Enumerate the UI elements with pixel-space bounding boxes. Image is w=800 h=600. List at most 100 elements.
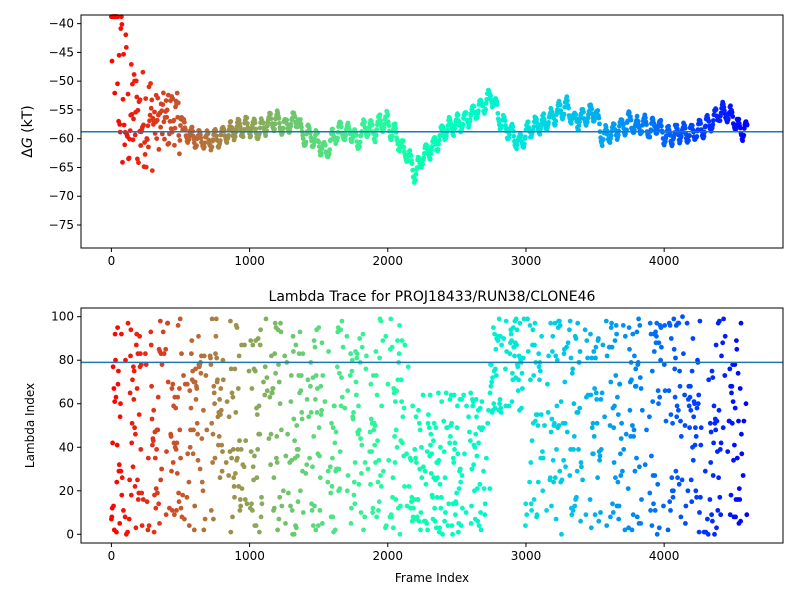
dg-point — [172, 125, 178, 131]
lambda-point — [621, 447, 627, 452]
lambda-point — [348, 351, 353, 357]
lambda-point — [131, 397, 137, 402]
lambda-point — [658, 357, 663, 363]
dg-point — [381, 125, 387, 131]
lambda-point — [292, 438, 297, 444]
lambda-point — [697, 510, 702, 515]
lambda-point — [737, 497, 743, 502]
lambda-point — [622, 527, 628, 533]
lambda-point — [315, 523, 321, 528]
dg-point — [149, 168, 155, 174]
dg-point — [261, 120, 266, 126]
lambda-point — [451, 460, 457, 465]
lambda-point — [585, 355, 590, 361]
lambda-point — [525, 316, 530, 322]
lambda-point — [692, 401, 697, 407]
lambda-point — [613, 323, 619, 328]
lambda-point — [138, 447, 144, 452]
dg-point — [413, 171, 419, 177]
dg-point — [557, 102, 563, 108]
lambda-point — [550, 457, 556, 463]
dg-y-label-prefix: Δ — [20, 148, 36, 158]
dg-point — [156, 147, 162, 152]
lambda-point — [476, 440, 481, 446]
lambda-point — [563, 464, 568, 470]
lambda-point — [472, 444, 478, 450]
lambda-point — [365, 466, 371, 472]
lambda-point — [550, 333, 556, 339]
dg-point — [597, 121, 602, 127]
lambda-point — [377, 355, 382, 361]
dg-point — [608, 133, 614, 139]
lambda-point — [212, 401, 218, 407]
lambda-point — [436, 390, 441, 396]
x-tick-label: 0 — [108, 549, 116, 563]
dg-point — [566, 105, 571, 111]
dg-point — [252, 120, 258, 126]
lambda-point — [678, 514, 684, 520]
lambda-point — [417, 466, 423, 472]
dg-point — [378, 118, 383, 124]
lambda-point — [169, 386, 175, 391]
lambda-point — [575, 320, 581, 326]
lambda-point — [571, 434, 577, 439]
lambda-point — [156, 501, 162, 507]
lambda-point — [623, 431, 629, 437]
lambda-point — [293, 525, 299, 531]
lambda-point — [299, 416, 305, 422]
lambda-point — [716, 407, 722, 413]
lambda-point — [441, 418, 447, 424]
dg-point — [421, 151, 427, 156]
lambda-point — [545, 381, 550, 387]
lambda-point — [170, 460, 176, 465]
dg-point — [143, 164, 149, 170]
lambda-point — [618, 436, 624, 441]
lambda-point — [674, 403, 680, 409]
lambda-point — [375, 438, 380, 444]
x-tick-label: 2000 — [373, 549, 404, 563]
lambda-point — [507, 351, 513, 357]
lambda-point — [385, 381, 391, 387]
lambda-point — [444, 425, 450, 431]
lambda-point — [627, 407, 633, 413]
lambda-point — [220, 357, 226, 363]
lambda-point — [204, 427, 210, 433]
lambda-point — [615, 479, 621, 485]
lambda-point — [163, 512, 169, 518]
lambda-point — [139, 523, 145, 528]
lambda-point — [509, 338, 514, 343]
lambda-point — [131, 368, 137, 374]
lambda-point — [412, 447, 418, 452]
lambda-point — [155, 394, 161, 400]
lambda-point — [418, 527, 423, 533]
lambda-point — [394, 444, 400, 450]
dg-point — [678, 133, 684, 139]
lambda-point — [320, 521, 325, 526]
lambda-point — [593, 344, 599, 350]
lambda-point — [276, 516, 282, 522]
lambda-point — [450, 531, 455, 537]
lambda-point — [372, 442, 378, 448]
lambda-point — [408, 457, 414, 463]
dg-point — [599, 143, 605, 149]
lambda-point — [687, 425, 692, 431]
dg-point — [595, 108, 601, 113]
dg-point — [131, 72, 137, 77]
dg-point — [436, 137, 442, 143]
dg-point — [183, 127, 188, 133]
dg-point — [194, 143, 199, 149]
lambda-point — [349, 505, 354, 511]
lambda-point — [398, 377, 404, 383]
lambda-point — [399, 399, 404, 404]
y-tick-label: 0 — [66, 527, 74, 541]
lambda-point — [413, 455, 418, 461]
lambda-point — [229, 455, 235, 461]
dg-point — [115, 81, 120, 87]
dg-point — [667, 132, 673, 138]
dg-panel: 0 1000 2000 3000 4000 −75−70−65−60−55−50−45−… — [20, 14, 784, 268]
lambda-point — [309, 508, 315, 513]
lambda-point — [442, 518, 447, 524]
lambda-point — [231, 484, 237, 489]
lambda-point — [634, 455, 639, 461]
lambda-point — [149, 383, 155, 389]
